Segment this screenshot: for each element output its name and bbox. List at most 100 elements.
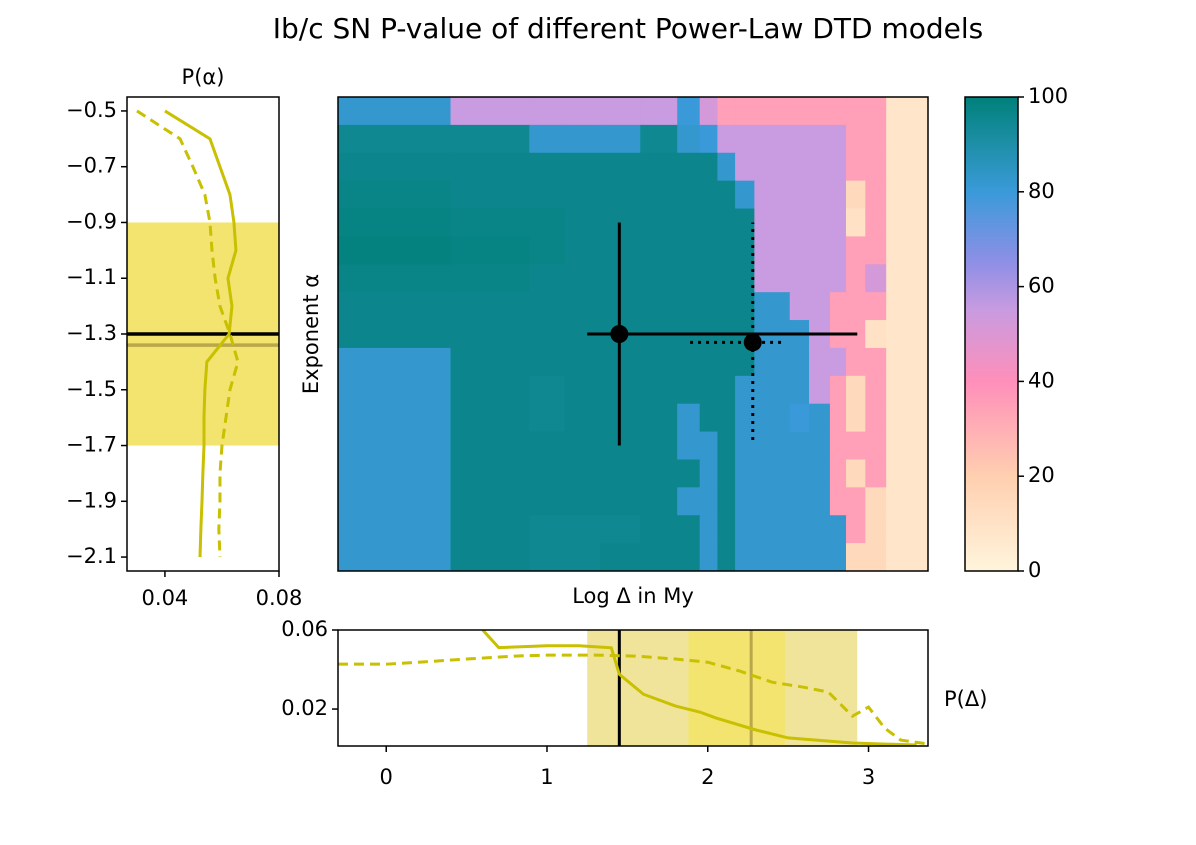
heatmap-cell [529, 375, 566, 405]
heatmap-cell [600, 180, 641, 210]
colorbar [964, 96, 1019, 572]
heatmap-cell [735, 124, 755, 154]
heatmap-cell [865, 124, 887, 154]
colorbar-tick-label: 0 [1028, 558, 1041, 582]
heatmap-cell [886, 515, 929, 544]
heatmap-cell [789, 292, 810, 321]
heatmap-cell [600, 97, 641, 126]
heatmap-cell [886, 347, 929, 377]
heatmap-cell [450, 264, 530, 293]
heatmap-cell [829, 152, 847, 182]
heatmap-cell [677, 124, 701, 154]
x-tick-label: 3 [862, 765, 875, 789]
heatmap-cell [829, 403, 847, 433]
heatmap-cell [640, 403, 678, 433]
y-axis-label: Exponent α [299, 274, 323, 394]
heatmap-cell [846, 487, 866, 516]
heatmap-cell [886, 152, 929, 182]
heatmap-cell [735, 347, 755, 377]
heatmap-cell [529, 543, 566, 572]
heatmap-cell [564, 180, 601, 210]
heatmap-cell [809, 152, 831, 182]
heatmap-cell [677, 180, 701, 210]
heatmap-cell [717, 403, 736, 433]
heatmap-cell [450, 515, 530, 544]
heatmap-cell [640, 152, 678, 182]
heatmap-cell [529, 292, 566, 321]
heatmap-cell [846, 375, 866, 405]
heatmap-cell [699, 208, 718, 237]
heatmap-cell [699, 292, 718, 321]
y-tick-label: −1.9 [66, 488, 117, 512]
heatmap-cell [717, 487, 736, 516]
heatmap-cell [846, 347, 866, 377]
heatmap-cell [846, 208, 866, 237]
heatmap-cell [717, 152, 736, 182]
heatmap-cell [529, 459, 566, 488]
heatmap-cell [450, 347, 530, 377]
heatmap-cell [886, 543, 929, 572]
heatmap-cell [699, 124, 718, 154]
heatmap-cell [564, 152, 601, 182]
heatmap-cell [450, 431, 530, 460]
heatmap-cell [886, 292, 929, 321]
heatmap-cell [735, 487, 755, 516]
heatmap-cell [450, 97, 530, 126]
heatmap-cell [450, 236, 530, 265]
heatmap-cell [640, 264, 678, 293]
heatmap-cell [600, 152, 641, 182]
heatmap-cell [717, 180, 736, 210]
line-series [338, 653, 928, 746]
heatmap-cell [809, 515, 831, 544]
heatmap-cell [640, 292, 678, 321]
heatmap-cell [754, 543, 791, 572]
heatmap-cell [564, 515, 601, 544]
band [688, 630, 785, 746]
x-tick-label: 0.04 [142, 586, 189, 610]
heatmap-cell [886, 403, 929, 433]
heatmap-cell [789, 515, 810, 544]
y-tick-label: −0.9 [66, 209, 117, 233]
heatmap-cell [699, 264, 718, 293]
heatmap-cell [754, 431, 791, 460]
heatmap-cell [564, 124, 601, 154]
heatmap-cell [717, 459, 736, 488]
heatmap-cell [338, 97, 452, 126]
heatmap-cell [338, 543, 452, 572]
heatmap-cell [338, 264, 452, 293]
line-series [481, 630, 917, 746]
heatmap-cell [450, 152, 530, 182]
heatmap-cell [754, 264, 791, 293]
heatmap-cell [338, 403, 452, 433]
heatmap-cell [677, 347, 701, 377]
heatmap-cell [886, 459, 929, 488]
heatmap-cell [640, 431, 678, 460]
heatmap-cell [677, 543, 701, 572]
heatmap-cell [600, 543, 641, 572]
heatmap-cell [699, 487, 718, 516]
heatmap-cell [735, 208, 755, 237]
heatmap-cell [640, 347, 678, 377]
heatmap-cell [886, 124, 929, 154]
heatmap-cell [450, 292, 530, 321]
heatmap-cell [699, 152, 718, 182]
heatmap-cell [829, 264, 847, 293]
x-tick-label: 0 [380, 765, 393, 789]
heatmap-cell [846, 543, 866, 572]
point-marker [743, 333, 762, 352]
heatmap-cell [754, 97, 791, 126]
heatmap-cell [789, 459, 810, 488]
heatmap-cell [865, 320, 887, 349]
colorbar-tick-label: 60 [1028, 274, 1055, 298]
heatmap-cell [699, 459, 718, 488]
heatmap-cell [640, 180, 678, 210]
heatmap-cell [829, 515, 847, 544]
heatmap-cell [865, 180, 887, 210]
heatmap-cell [809, 208, 831, 237]
heatmap-cell [829, 292, 847, 321]
heatmap-cell [846, 236, 866, 265]
bottom-panel [338, 630, 928, 746]
heatmap-cell [564, 208, 601, 237]
heatmap-cell [886, 487, 929, 516]
x-tick-label: 0.08 [256, 586, 303, 610]
